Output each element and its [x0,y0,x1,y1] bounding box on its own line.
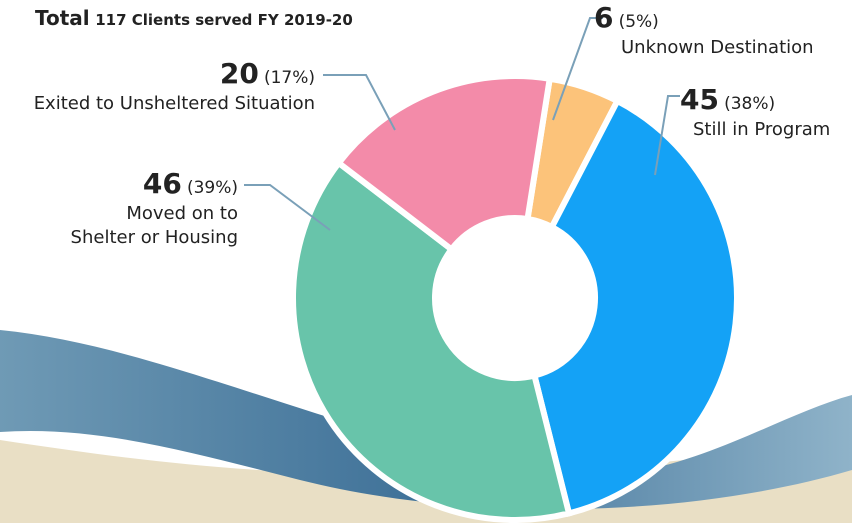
percent-label: (17%) [264,68,315,88]
category-label: Moved on to Shelter or Housing [71,202,238,249]
value-line: 20 (17%) [34,56,315,92]
value-label: 46 [143,167,182,200]
slice-label: 45 (38%)Still in Program [680,82,830,142]
title-block: Total 117 Clients served FY 2019-20 [35,6,353,30]
value-label: 6 [594,1,613,34]
category-label: Still in Program [693,118,830,141]
percent-label: (39%) [187,178,238,198]
slice-label: 20 (17%)Exited to Unsheltered Situation [34,56,315,116]
slice-label: 6 (5%)Unknown Destination [594,0,814,60]
chart-subtitle: 117 Clients served FY 2019-20 [95,11,353,29]
value-line: 6 (5%) [594,0,814,36]
chart-title: Total [35,6,90,30]
percent-label: (5%) [619,12,659,32]
value-line: 46 (39%) [71,166,238,202]
value-label: 20 [220,57,259,90]
value-label: 45 [680,83,719,116]
category-label: Unknown Destination [621,36,814,59]
category-label: Exited to Unsheltered Situation [34,92,315,115]
percent-label: (38%) [724,94,775,114]
value-line: 45 (38%) [680,82,830,118]
slice-label: 46 (39%)Moved on to Shelter or Housing [71,166,238,249]
page: Total 117 Clients served FY 2019-20 6 (5… [0,0,852,523]
